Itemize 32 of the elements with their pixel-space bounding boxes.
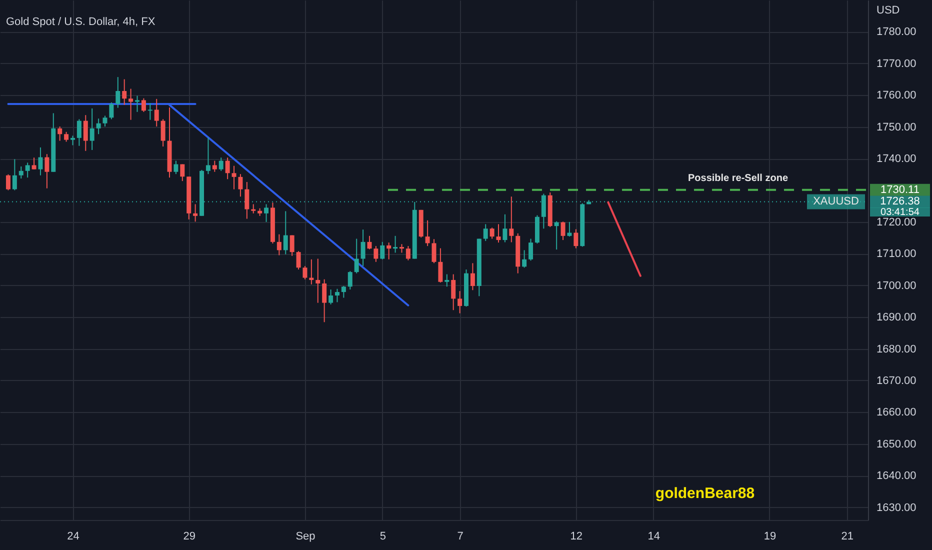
y-tick-label: 1750.00 [876, 121, 916, 134]
x-tick-label: 12 [570, 530, 583, 542]
x-tick-label: Sep [296, 530, 316, 542]
y-tick-label: 1640.00 [876, 470, 916, 482]
x-tick-label: 7 [457, 530, 464, 542]
y-tick-label: 1690.00 [876, 312, 916, 324]
x-tick-label: 24 [67, 530, 80, 542]
y-tick-label: 1760.00 [876, 90, 916, 102]
x-tick-label: 21 [841, 530, 854, 542]
ref-line-label: Possible re-Sell zone [688, 172, 788, 184]
x-tick-label: 19 [764, 530, 776, 542]
y-tick-label: 1660.00 [876, 406, 916, 419]
y-tick-label: 1670.00 [876, 374, 916, 387]
y-tick-label: 1780.00 [876, 26, 916, 38]
text: 1730.11 [880, 184, 920, 196]
y-tick-label: 1720.00 [876, 216, 916, 228]
y-tick-label: 1650.00 [876, 438, 916, 450]
y-tick-label: 1630.00 [876, 502, 916, 514]
text: 1726.38 [880, 196, 920, 208]
text: 03:41:54 [880, 207, 920, 218]
y-tick-label: 1770.00 [876, 58, 916, 70]
y-tick-label: 1700.00 [876, 280, 916, 292]
x-tick-label: 14 [648, 530, 660, 542]
text: Gold Spot / U.S. Dollar, 4h, FX [6, 16, 156, 28]
y-axis-title: USD [876, 4, 900, 16]
x-tick-label: 5 [380, 530, 386, 542]
annotation: goldenBear88 [655, 485, 755, 502]
x-tick-label: 29 [183, 530, 196, 542]
y-tick-label: 1710.00 [876, 248, 916, 260]
y-tick-label: 1740.00 [876, 153, 916, 166]
y-tick-label: 1680.00 [876, 343, 916, 356]
ref-line-label: XAUUSD [813, 196, 859, 208]
